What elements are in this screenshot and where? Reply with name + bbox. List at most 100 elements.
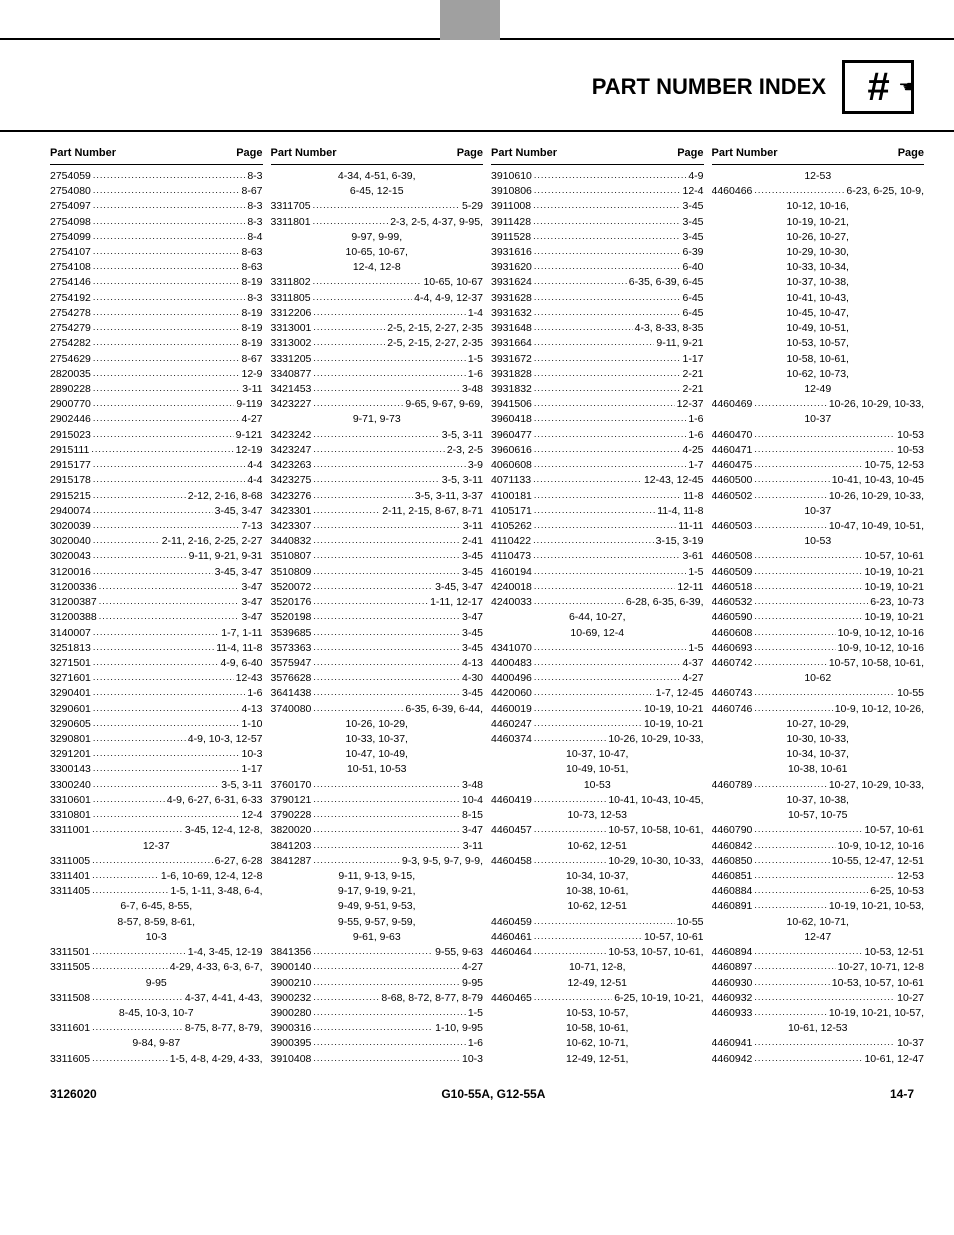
index-entry: 38412879-3, 9-5, 9-7, 9-9,	[271, 854, 484, 869]
page-ref: 1-4	[468, 306, 483, 321]
index-entry: 33118012-3, 2-5, 4-37, 9-95,	[271, 215, 484, 230]
index-entry: 41104733-61	[491, 549, 704, 564]
part-number: 4400483	[491, 656, 532, 671]
part-number: 4460850	[712, 854, 753, 869]
page-ref: 1-10	[241, 717, 262, 732]
leader-dots	[93, 397, 235, 410]
page-ref: 1-5, 4-8, 4-29, 4-33,	[170, 1052, 263, 1067]
page-ref: 8-3	[247, 291, 262, 306]
leader-dots	[754, 519, 826, 532]
part-number: 4460884	[712, 884, 753, 899]
leader-dots	[534, 945, 606, 958]
index-entry: 44604666-23, 6-25, 10-9,	[712, 184, 925, 199]
part-number: 3910610	[491, 169, 532, 184]
leader-dots	[93, 489, 186, 502]
continuation-line: 10-65, 10-67,	[271, 245, 484, 260]
part-number: 4460532	[712, 595, 753, 610]
part-number: 2754059	[50, 169, 91, 184]
part-number: 3423227	[271, 397, 312, 412]
part-number: 3576628	[271, 671, 312, 686]
part-number: 4460851	[712, 869, 753, 884]
continuation-line: 10-62, 12-51	[491, 839, 704, 854]
index-entry: 39115283-45	[491, 230, 704, 245]
page-ref: 8-3	[247, 215, 262, 230]
part-number: 4071133	[491, 473, 531, 488]
part-number: 3331205	[271, 352, 312, 367]
part-number: 3423247	[271, 443, 312, 458]
leader-dots	[533, 215, 680, 228]
part-number: 4460590	[712, 610, 753, 625]
page-ref: 3-47	[241, 580, 262, 595]
index-entry: 33001431-17	[50, 762, 263, 777]
part-number: 3251813	[50, 641, 91, 656]
leader-dots	[313, 397, 403, 410]
page-ref: 8-15	[462, 808, 483, 823]
page-ref: 11-8	[683, 489, 703, 504]
part-number: 3931632	[491, 306, 532, 321]
part-number: 4460469	[712, 397, 753, 412]
page-ref: 1-6	[688, 412, 703, 427]
page-ref: 12-11	[677, 580, 703, 595]
index-entry: 4460469 10-26, 10-29, 10-33,	[712, 397, 925, 412]
index-entry: 34233073-11	[271, 519, 484, 534]
index-column: Part NumberPage39106104-9391080612-43911…	[491, 146, 704, 1067]
leader-dots	[99, 610, 240, 623]
part-number: 3310801	[50, 808, 91, 823]
index-entry: 34232763-5, 3-11, 3-37	[271, 489, 484, 504]
index-entry: 291511112-19	[50, 443, 263, 458]
index-entry: 33116051-5, 4-8, 4-29, 4-33,	[50, 1052, 263, 1067]
leader-dots	[534, 336, 655, 349]
page-ref: 3-5, 3-11	[221, 778, 262, 793]
leader-dots	[534, 382, 681, 395]
leader-dots	[92, 960, 168, 973]
leader-dots	[754, 991, 895, 1004]
page-ref: 10-26, 10-29, 10-33,	[829, 397, 924, 412]
leader-dots	[313, 686, 460, 699]
part-number: 4460502	[712, 489, 753, 504]
page-ref: 11-4, 11-8	[216, 641, 262, 656]
page-ref: 10-41, 10-43, 10-45	[832, 473, 924, 488]
page-ref: 3-11	[242, 382, 262, 397]
leader-dots	[534, 671, 681, 684]
index-entry: 27541468-19	[50, 275, 263, 290]
index-entry: 27540978-3	[50, 199, 263, 214]
part-number: 4460459	[491, 915, 532, 930]
index-entry: 446094110-37	[712, 1036, 925, 1051]
continuation-line: 10-37, 10-47,	[491, 747, 704, 762]
leader-dots	[92, 1052, 168, 1065]
page-ref: 2-21	[682, 367, 703, 382]
part-number: 3421453	[271, 382, 312, 397]
continuation-line: 10-37	[712, 412, 925, 427]
continuation-line: 10-51, 10-53	[271, 762, 484, 777]
part-number: 3960477	[491, 428, 532, 443]
leader-dots	[313, 367, 465, 380]
index-entry: 446093010-53, 10-57, 10-61	[712, 976, 925, 991]
index-entry: 33114051-5, 1-11, 3-48, 6-4,	[50, 884, 263, 899]
page-ref: 4-4	[247, 458, 262, 473]
part-number: 3120016	[50, 565, 91, 580]
part-number: 3311508	[50, 991, 90, 1006]
page-ref: 3-45	[682, 215, 703, 230]
leader-dots	[313, 991, 379, 1004]
page-ref: 3-61	[682, 549, 703, 564]
column-header-left: Part Number	[712, 146, 778, 162]
part-number: 3900232	[271, 991, 312, 1006]
leader-dots	[754, 1006, 826, 1019]
page-ref: 2-5, 2-15, 2-27, 2-35	[387, 321, 483, 336]
page-ref: 7-13	[241, 519, 262, 534]
page-ref: 12-4	[682, 184, 703, 199]
continuation-line: 4-34, 4-51, 6-39,	[271, 169, 484, 184]
part-number: 2754282	[50, 336, 91, 351]
page-ref: 4-3, 8-33, 8-35	[635, 321, 704, 336]
part-number: 2900770	[50, 397, 91, 412]
index-entry: 38200203-47	[271, 823, 484, 838]
page-ref: 10-55	[677, 915, 704, 930]
index-entry: 39114283-45	[491, 215, 704, 230]
leader-dots	[93, 565, 213, 578]
page-ref: 8-19	[241, 336, 262, 351]
index-entry: 312003363-47	[50, 580, 263, 595]
part-number: 2754107	[50, 245, 91, 260]
leader-dots	[92, 823, 183, 836]
page-ref: 11-11	[678, 519, 703, 534]
index-entry: 39316166-39	[491, 245, 704, 260]
